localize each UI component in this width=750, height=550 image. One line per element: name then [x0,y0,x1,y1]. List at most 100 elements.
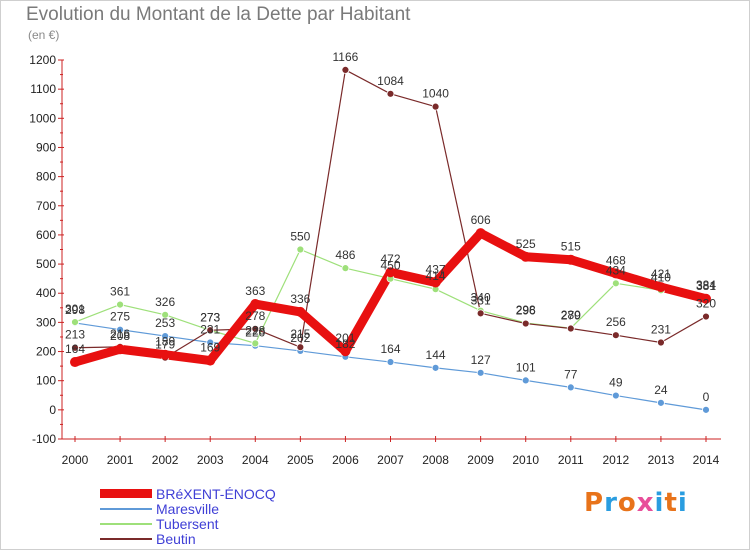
legend-item: Tubersent [100,516,276,532]
data-label: 273 [200,310,220,324]
data-point [115,344,126,355]
data-label: 164 [380,342,400,356]
legend-label: Beutin [156,530,196,547]
data-point [70,357,80,368]
y-axis-unit: (en €) [28,28,60,42]
data-point [476,309,485,318]
data-point [160,349,171,360]
data-label: 298 [65,303,85,317]
data-label: 275 [110,310,130,324]
proxiti-logo: Proxiti [584,488,688,518]
data-label: 182 [335,337,355,351]
data-point [701,293,711,304]
x-tick-label: 2003 [197,453,224,467]
y-tick-label: 1200 [29,53,56,67]
data-point [611,391,620,400]
x-tick-label: 2014 [693,453,720,467]
data-label: 208 [110,329,130,343]
data-label: 550 [290,230,310,244]
data-point [521,376,530,385]
data-label: 169 [200,341,220,355]
data-point [161,332,170,340]
x-tick-label: 2009 [467,453,494,467]
data-label: 0 [703,390,710,404]
data-label: 256 [606,315,626,329]
data-label: 144 [426,348,446,362]
legend-item: Maresville [100,500,276,517]
legend-swatch [100,522,152,525]
data-label: 301 [65,302,85,316]
y-tick-label: 200 [36,345,56,359]
data-label: 228 [245,323,265,337]
legend-label: Maresville [156,500,220,517]
data-label: 486 [335,248,355,262]
data-point [250,299,261,310]
data-label: 280 [561,308,581,322]
legend-item: Beutin [100,530,276,547]
data-point [161,310,170,319]
data-label: 220 [245,326,265,340]
data-label: 201 [335,331,355,345]
data-label: 279 [561,309,581,323]
data-point [521,319,530,328]
data-point [205,355,216,366]
data-point [296,343,305,352]
data-point [251,324,260,333]
legend-swatch [100,507,152,510]
logo-letter: P [584,488,605,518]
data-label: 410 [651,270,671,284]
legend-swatch [100,537,152,540]
data-label: 450 [380,259,400,273]
x-tick-label: 2013 [648,453,675,467]
x-tick-label: 2010 [512,453,539,467]
data-point [71,318,79,326]
y-tick-label: 600 [36,228,56,242]
data-label: 231 [651,323,671,337]
data-label: 24 [654,383,668,397]
data-point [657,338,665,347]
y-tick-label: 1100 [30,82,56,96]
data-point [295,306,306,317]
data-label: 1166 [333,50,359,64]
logo-letter: o [617,488,637,518]
data-point [476,368,485,377]
data-point [341,66,350,74]
x-tick-label: 2007 [377,453,404,467]
data-point [611,331,620,340]
data-label: 278 [245,309,265,323]
data-point [206,326,215,335]
data-label: 189 [155,335,175,349]
data-label: 414 [426,269,446,283]
data-label: 421 [651,267,671,281]
y-tick-label: 900 [36,140,56,154]
data-point [116,300,124,309]
data-label: 434 [606,263,626,277]
y-tick-label: 800 [36,170,56,184]
data-point [206,338,215,347]
data-label: 336 [290,292,310,306]
data-label: 381 [696,279,716,293]
data-label: 340 [471,291,491,305]
data-point [71,343,79,352]
logo-letter: x [636,488,655,518]
data-label: 320 [696,297,716,311]
data-point [610,268,621,279]
y-tick-label: 500 [36,257,56,271]
data-point [475,228,486,239]
y-tick-label: 700 [36,199,56,213]
x-tick-label: 2000 [62,453,89,467]
data-label: 1084 [377,74,404,88]
data-point [296,245,305,254]
legend: BRéXENT-ÉNOCQ Maresville Tubersent Beutin [100,485,276,547]
data-point [116,325,124,334]
data-label: 1040 [422,87,449,101]
data-point [430,277,441,288]
data-label: 49 [609,376,623,390]
data-label: 437 [426,262,446,276]
x-tick-label: 2008 [422,453,449,467]
legend-label: BRéXENT-ÉNOCQ [156,485,276,502]
data-label: 164 [65,342,85,356]
data-label: 515 [561,240,581,254]
data-point [566,324,575,333]
